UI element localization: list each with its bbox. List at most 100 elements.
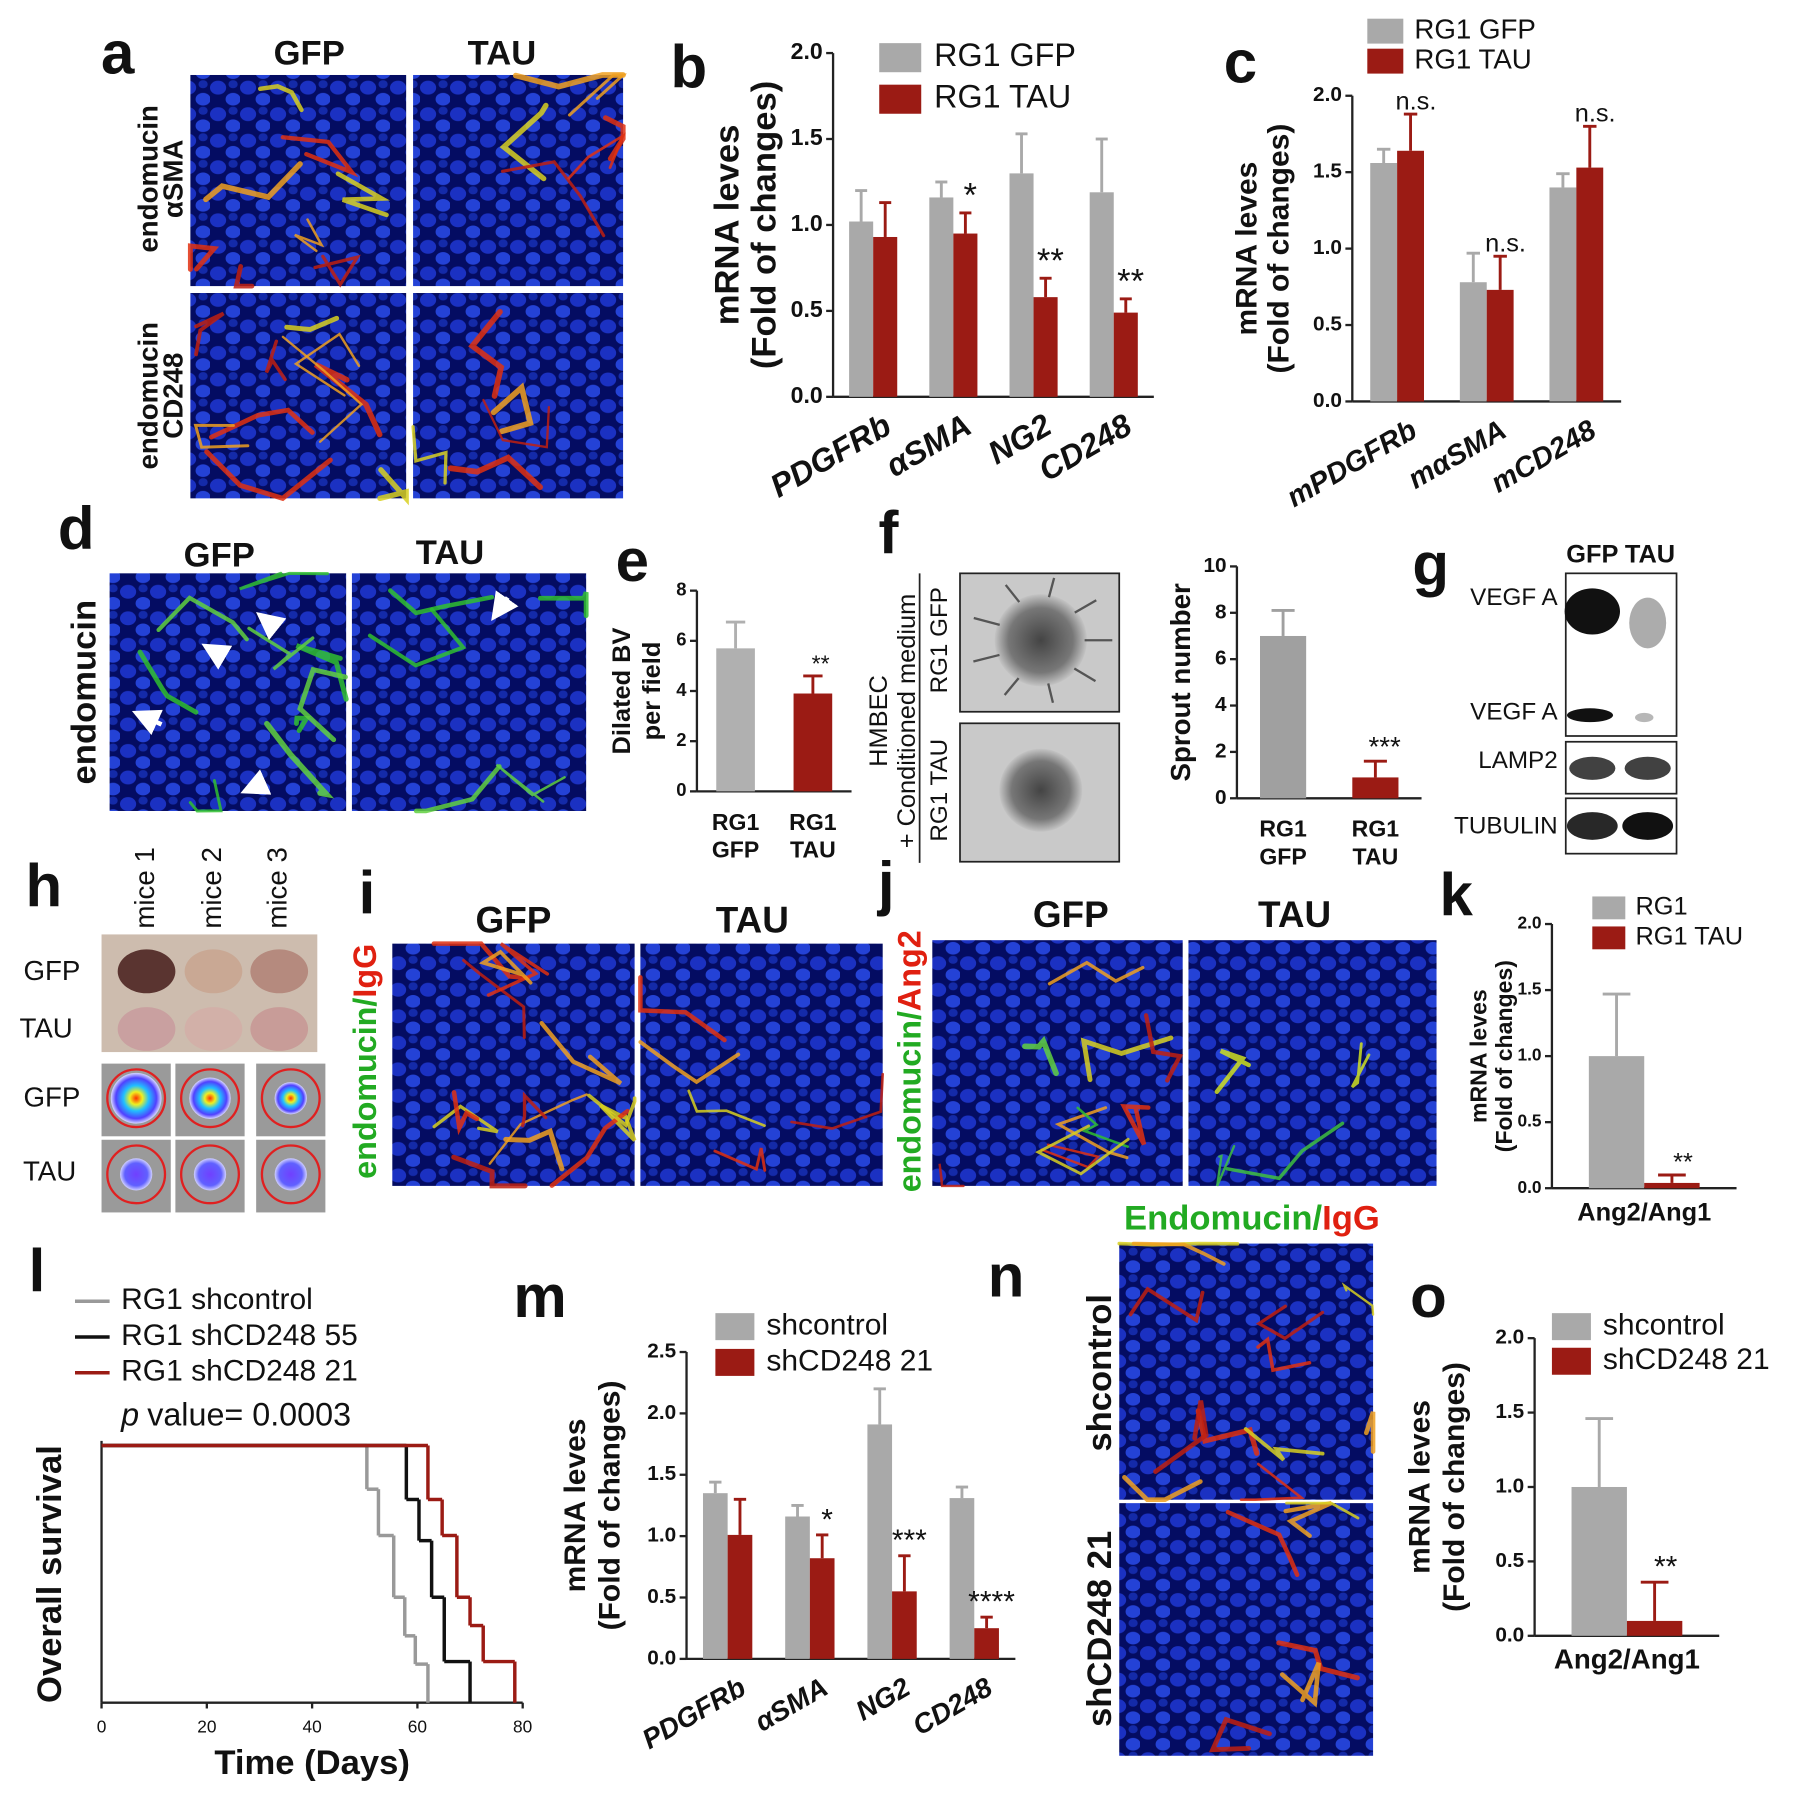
vessel <box>539 1020 623 1086</box>
x-tick-label: TAU <box>1353 843 1399 869</box>
vessel <box>411 425 448 485</box>
column-label: TAU <box>416 534 485 572</box>
bar <box>1459 282 1487 402</box>
column-label: GFP <box>1566 541 1618 569</box>
x-tick-label: PDGFRb <box>764 407 897 505</box>
x-tick-label: CD248 <box>907 1671 998 1741</box>
vessel <box>503 1127 565 1172</box>
bar <box>1397 150 1425 402</box>
y-tick-label: 1.0 <box>791 210 823 236</box>
bar <box>702 1493 728 1659</box>
column-label: GFP <box>274 35 345 73</box>
vessel <box>1285 1501 1360 1520</box>
micrograph <box>640 943 883 1186</box>
panel-letter: f <box>878 499 899 566</box>
row-label: TAU <box>20 1012 73 1043</box>
blot-band <box>1569 756 1616 780</box>
stain-label-part: / <box>891 1011 927 1020</box>
vessel <box>1239 1462 1306 1501</box>
micrograph <box>1119 1503 1374 1756</box>
vessel <box>294 715 311 733</box>
vessel <box>1120 1104 1151 1146</box>
y-tick-label: 2.0 <box>647 1401 676 1424</box>
bar <box>1549 187 1577 402</box>
row-label: shcontrol <box>1081 1294 1119 1452</box>
blot-band <box>1566 812 1618 840</box>
vessel <box>1225 1509 1300 1578</box>
y-tick-label: 6 <box>676 629 686 650</box>
vessel <box>239 571 329 591</box>
band-label: VEGF A <box>1470 584 1558 611</box>
vessel <box>1035 1124 1130 1176</box>
x-tick-label: PDGFRb <box>637 1671 751 1755</box>
bar <box>809 1558 835 1659</box>
y-tick-label: 2 <box>1215 739 1227 762</box>
sprout <box>973 653 1000 663</box>
bar <box>953 233 978 397</box>
bar <box>849 221 874 397</box>
row-label: TAU <box>23 1156 76 1187</box>
bar <box>1486 289 1514 402</box>
legend-swatch <box>1551 1313 1591 1341</box>
vessel <box>512 72 626 90</box>
blot-band <box>1624 756 1671 780</box>
x-tick-label: Ang2/Ang1 <box>1554 1643 1700 1674</box>
legend-label: RG1 TAU <box>1635 923 1743 951</box>
roi <box>179 1068 240 1129</box>
y-tick-label: 8 <box>1215 600 1227 623</box>
vessel <box>193 423 250 449</box>
vessel <box>280 135 359 178</box>
panel-letter: a <box>101 20 135 87</box>
panel-letter: l <box>29 1238 46 1305</box>
y-tick-label: 2.0 <box>1517 913 1541 933</box>
significance: ** <box>1673 1148 1693 1176</box>
vessel <box>264 339 287 382</box>
y-tick-label: 2.0 <box>1495 1326 1524 1349</box>
blot-band <box>1564 588 1620 635</box>
bar <box>1588 1056 1645 1189</box>
vessel <box>156 595 249 642</box>
y-tick-label: 0.5 <box>1517 1111 1541 1131</box>
x-tick-label: 60 <box>408 1717 427 1737</box>
significance: ** <box>812 651 830 677</box>
y-tick-label: 0.5 <box>647 1585 676 1608</box>
vessel <box>294 218 325 253</box>
arrow <box>240 769 272 795</box>
bar <box>974 1628 999 1659</box>
bar <box>1370 163 1398 402</box>
y-tick-label: 0.5 <box>1313 313 1342 336</box>
bar <box>785 1516 810 1659</box>
vessel <box>194 311 225 357</box>
vessel <box>281 335 364 443</box>
vessel <box>1040 1143 1101 1169</box>
bar <box>873 236 898 397</box>
vessel <box>1276 1640 1360 1681</box>
bar <box>727 1534 753 1659</box>
row-label: shCD248 21 <box>1081 1531 1119 1727</box>
title-part: Endomucin <box>1124 1200 1312 1238</box>
roi <box>106 1144 167 1205</box>
vessel <box>1363 1411 1376 1454</box>
significance: n.s. <box>1575 100 1616 128</box>
y-tick-label: 4 <box>676 679 687 700</box>
y-axis-title: mRNA leves <box>1403 1400 1436 1574</box>
vessel <box>521 1091 548 1128</box>
tumor <box>117 1007 176 1051</box>
title-part: IgG <box>1322 1200 1380 1238</box>
x-tick-label: 80 <box>513 1717 532 1737</box>
x-tick-label: 20 <box>197 1717 216 1737</box>
bar <box>1644 1182 1700 1189</box>
y-tick-label: 6 <box>1215 647 1227 670</box>
y-tick-label: 0.5 <box>791 296 823 322</box>
x-tick-label: RG1 <box>712 809 760 835</box>
stain-label-part: IgG <box>346 944 382 998</box>
legend-label: RG1 TAU <box>1414 43 1531 74</box>
sprout <box>1003 677 1020 696</box>
vessel <box>204 449 333 502</box>
x-tick-label: RG1 <box>1259 816 1307 842</box>
vessel <box>188 779 223 813</box>
band-label: TUBULIN <box>1454 813 1558 840</box>
vessel <box>1214 1048 1251 1095</box>
stain-label-part: / <box>346 998 382 1007</box>
